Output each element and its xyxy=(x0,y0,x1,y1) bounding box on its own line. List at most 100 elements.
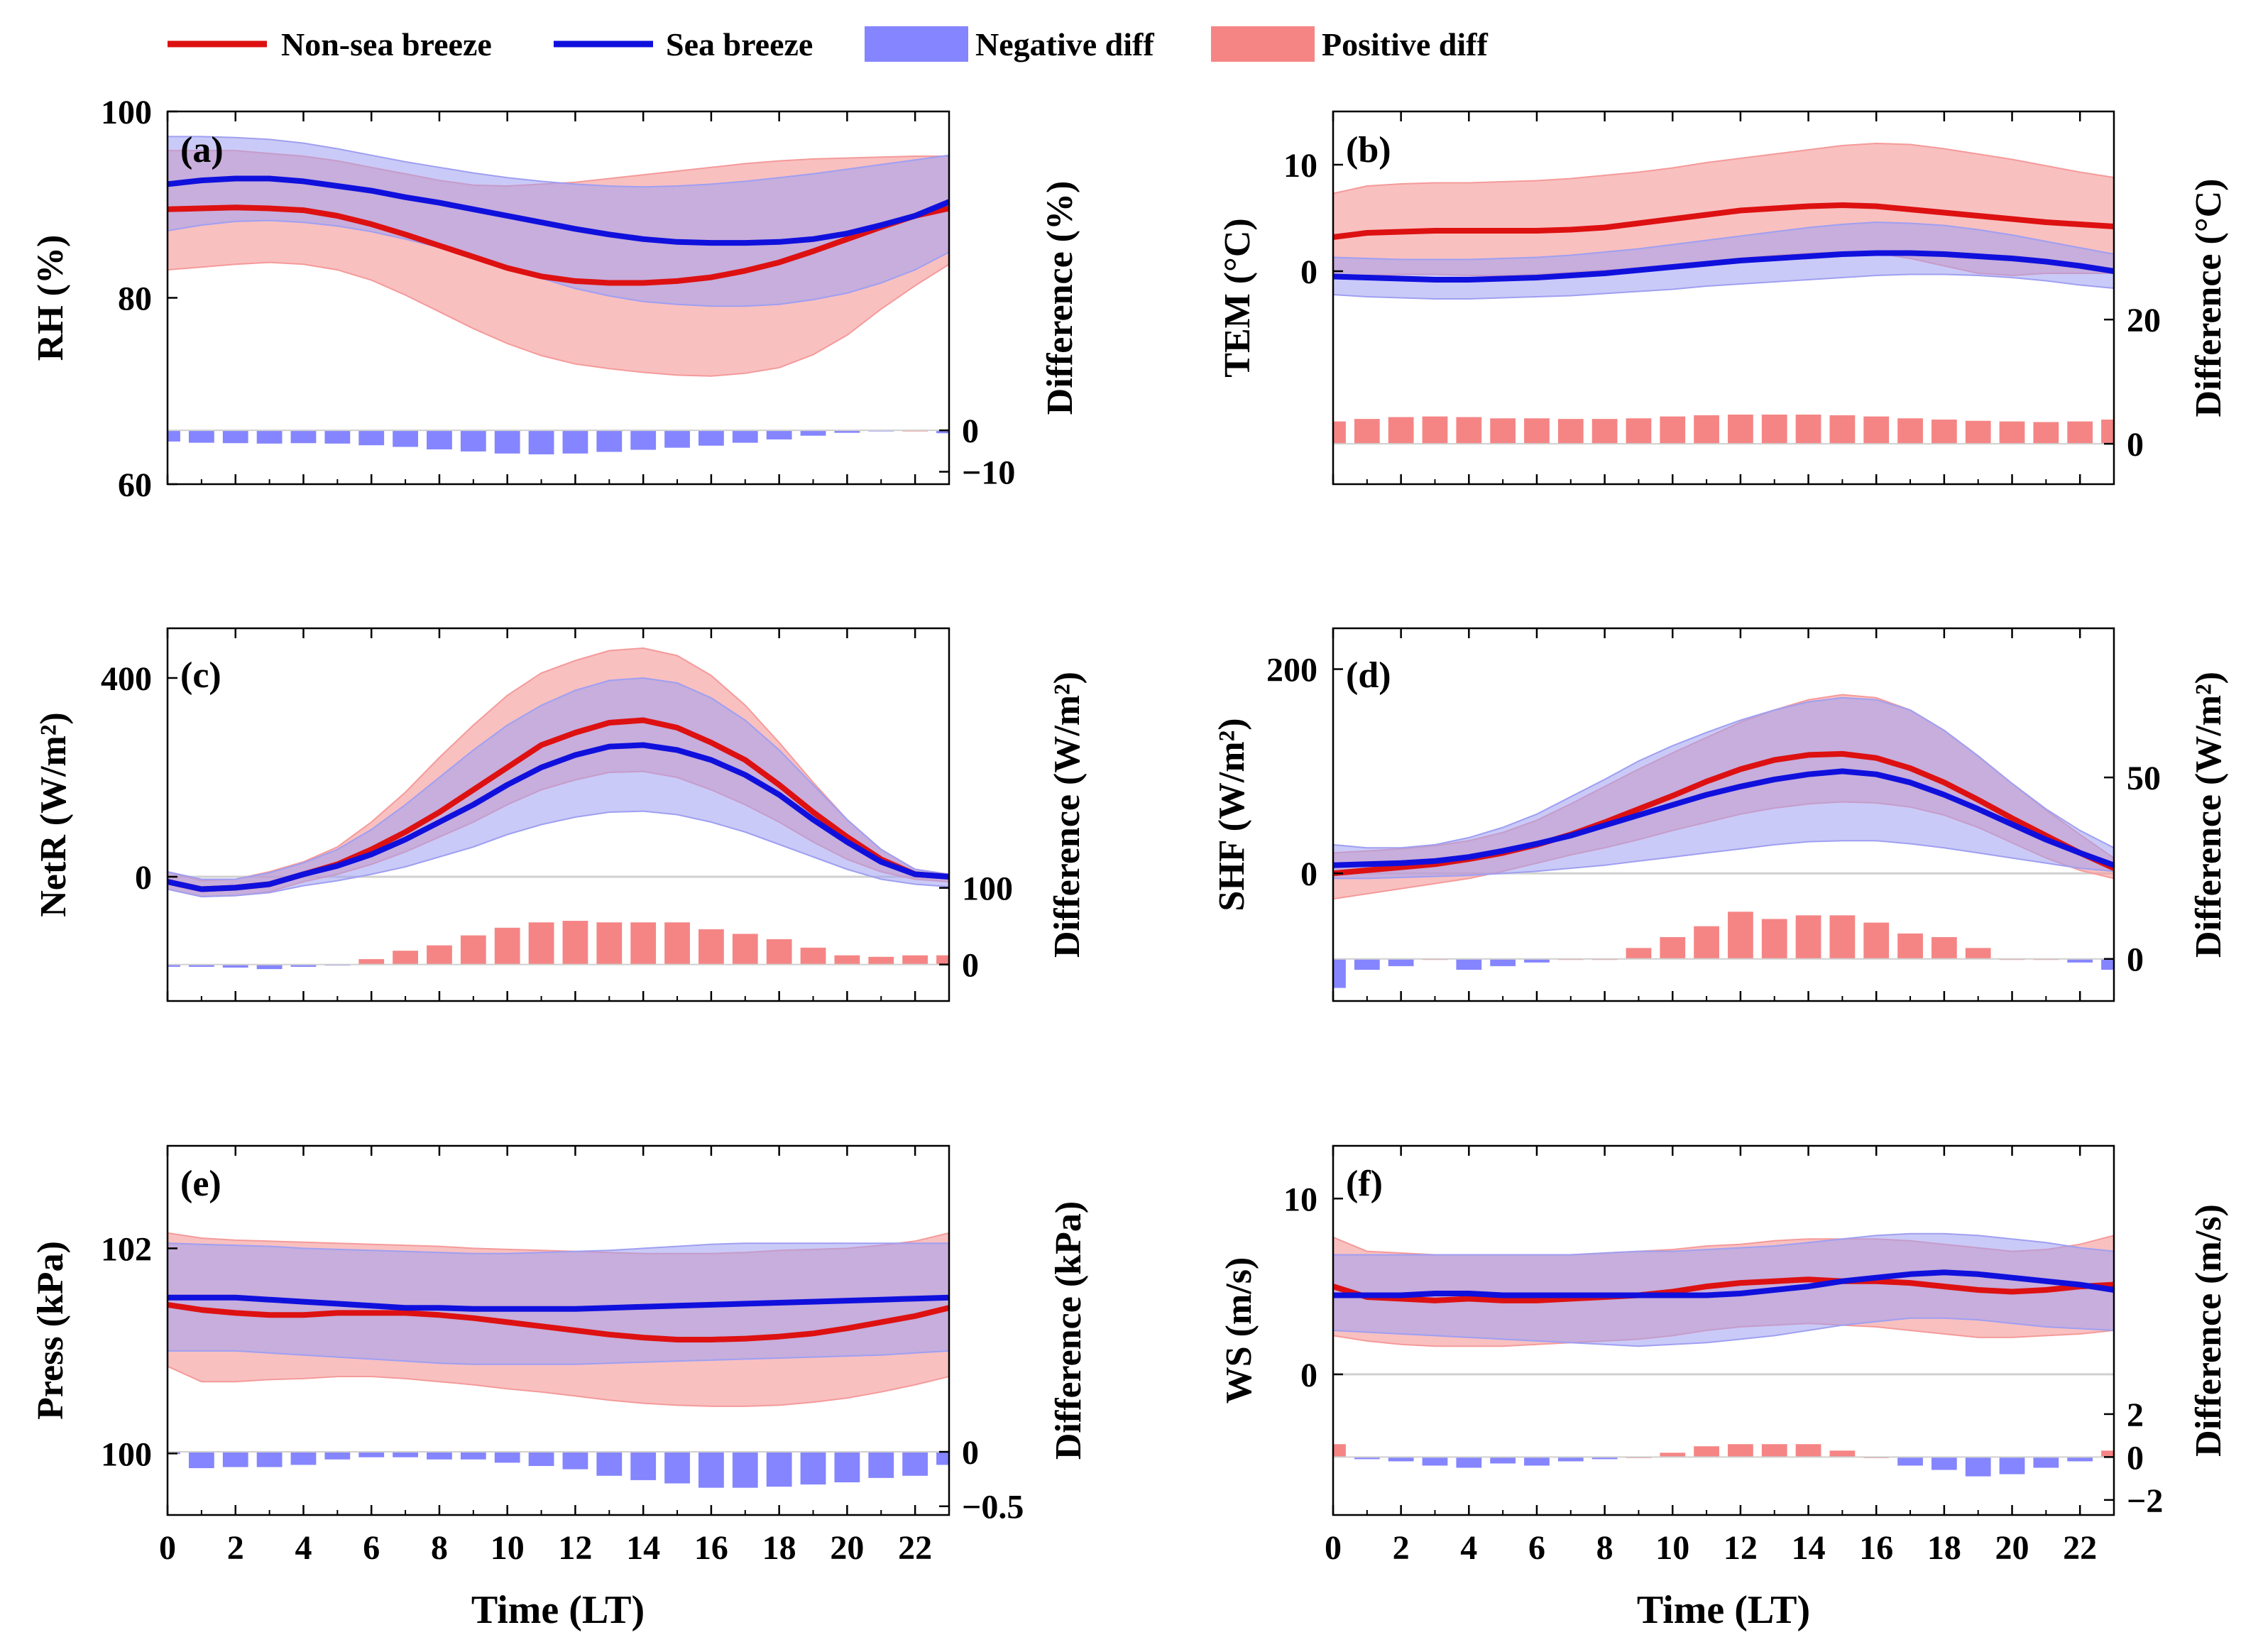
x-tick-label: 18 xyxy=(762,1529,796,1567)
diff-bar xyxy=(1761,1444,1787,1457)
diff-bar xyxy=(1728,912,1753,959)
x-axis-label: Time (LT) xyxy=(1637,1588,1810,1632)
diff-bar xyxy=(2033,1457,2059,1468)
diff-bar xyxy=(1591,419,1618,444)
y2-tick-label: 0 xyxy=(2127,426,2144,464)
diff-bar xyxy=(528,430,554,454)
y-tick-label: 100 xyxy=(101,1435,152,1473)
band-sea xyxy=(167,677,950,898)
diff-bar xyxy=(1388,1457,1414,1462)
diff-bar xyxy=(1863,922,1890,959)
diff-bar xyxy=(1897,1457,1923,1466)
diff-bar xyxy=(732,430,758,443)
diff-bar xyxy=(1557,419,1584,444)
diff-bar xyxy=(766,939,792,965)
diff-bar xyxy=(1490,418,1516,444)
diff-bar xyxy=(1626,948,1652,959)
y-tick-label: 0 xyxy=(1300,855,1317,893)
diff-bar xyxy=(1388,417,1414,444)
diff-bar xyxy=(1795,915,1821,959)
diff-bar xyxy=(1931,1457,1957,1470)
diff-bar xyxy=(1897,418,1923,444)
plot-area: 0 10 0 20 xyxy=(1283,110,2161,486)
x-tick-label: 0 xyxy=(1325,1529,1342,1567)
x-tick-label: 12 xyxy=(1724,1529,1758,1567)
diff-bar xyxy=(1761,919,1787,959)
x-tick-label: 2 xyxy=(1393,1529,1410,1567)
diff-bar xyxy=(766,1452,792,1487)
x-tick-label: 22 xyxy=(898,1529,932,1567)
diff-bar xyxy=(664,1452,690,1484)
x-tick-label: 8 xyxy=(1596,1529,1613,1567)
diff-bar xyxy=(460,430,486,452)
y-tick-label: 0 xyxy=(135,859,152,897)
diff-bar xyxy=(1660,1453,1686,1457)
x-tick-label: 14 xyxy=(626,1529,660,1567)
diff-bar xyxy=(494,430,520,454)
diff-bar xyxy=(1456,1457,1482,1468)
y2-tick-label: 2 xyxy=(2127,1396,2144,1434)
diff-bar xyxy=(1931,420,1957,444)
diff-bar xyxy=(1999,421,2025,444)
x-tick-label: 20 xyxy=(1995,1529,2029,1567)
line-sea xyxy=(1332,768,2115,868)
diff-bar xyxy=(168,430,180,442)
diff-bar xyxy=(1354,958,1380,970)
diff-bar xyxy=(1999,1457,2025,1475)
y-tick-label: 200 xyxy=(1266,652,1317,689)
diff-bar xyxy=(698,929,724,965)
diff-bar xyxy=(630,1452,657,1480)
diff-bar xyxy=(290,430,317,444)
x-tick-label: 0 xyxy=(159,1529,176,1567)
diff-bar xyxy=(800,947,826,965)
diff-bar xyxy=(1761,415,1787,444)
diff-bar xyxy=(2067,421,2093,444)
y-tick-label: 80 xyxy=(118,280,152,318)
y2-tick-label: 100 xyxy=(962,870,1013,908)
diff-bar xyxy=(732,934,758,965)
panel-f: 0 2 4 6 8 10 12 14 16 18 20 22 0 10 −2 0 2 (f) WS (m/s) D… xyxy=(1219,1144,2229,1632)
diff-bar xyxy=(393,1452,418,1457)
line-non-sea xyxy=(167,1301,950,1342)
panel-label: (a) xyxy=(180,130,224,170)
legend-label-non-sea: Non-sea breeze xyxy=(281,26,492,62)
x-tick-label: 12 xyxy=(558,1529,592,1567)
y2-axis-label: Difference (kPa) xyxy=(1048,1201,1089,1460)
diff-bar xyxy=(1863,416,1890,444)
diff-bar xyxy=(494,1452,520,1463)
diff-bar xyxy=(1333,1444,1346,1457)
y-axis-label: SHF (W/m²) xyxy=(1212,718,1252,911)
diff-bar xyxy=(562,1452,588,1470)
diff-bar xyxy=(1557,1457,1584,1462)
diff-bar xyxy=(1354,419,1380,444)
y2-tick-label: 0 xyxy=(962,947,979,985)
diff-bar xyxy=(630,430,657,450)
diff-bar xyxy=(698,1452,724,1488)
plot-area: 0 2 4 6 8 10 12 14 16 18 20 22 0 10 −2 0 2 xyxy=(1283,1144,2163,1567)
diff-bar xyxy=(256,1452,283,1467)
diff-bar xyxy=(1333,958,1346,988)
diff-bar xyxy=(1591,1457,1618,1460)
legend-swatch-positive xyxy=(1211,26,1315,62)
diff-bar xyxy=(2101,420,2114,444)
y-axis-label: WS (m/s) xyxy=(1219,1257,1259,1404)
diff-bar xyxy=(290,964,317,967)
y-tick-label: 0 xyxy=(1300,253,1317,291)
diff-bar xyxy=(1795,1444,1821,1457)
axes-frame xyxy=(166,1144,950,1516)
x-tick-label: 2 xyxy=(227,1529,244,1567)
diff-bar xyxy=(427,945,452,965)
panel-label: (f) xyxy=(1346,1164,1383,1204)
panel-c: 0 400 0 100 (c) NetR (W/m²) Difference (W/m²… xyxy=(33,627,1087,1002)
axes-frame xyxy=(1332,110,2115,486)
x-tick-label: 8 xyxy=(431,1529,448,1567)
diff-bar xyxy=(222,1452,248,1467)
y2-axis-label: Difference (°C) xyxy=(2188,179,2229,417)
y-tick-label: 0 xyxy=(1300,1357,1317,1394)
diff-bar xyxy=(427,1452,452,1460)
diff-bar xyxy=(868,956,894,965)
diff-bar xyxy=(1490,1457,1516,1464)
diff-bar xyxy=(2101,958,2114,970)
diff-bar xyxy=(427,430,452,449)
